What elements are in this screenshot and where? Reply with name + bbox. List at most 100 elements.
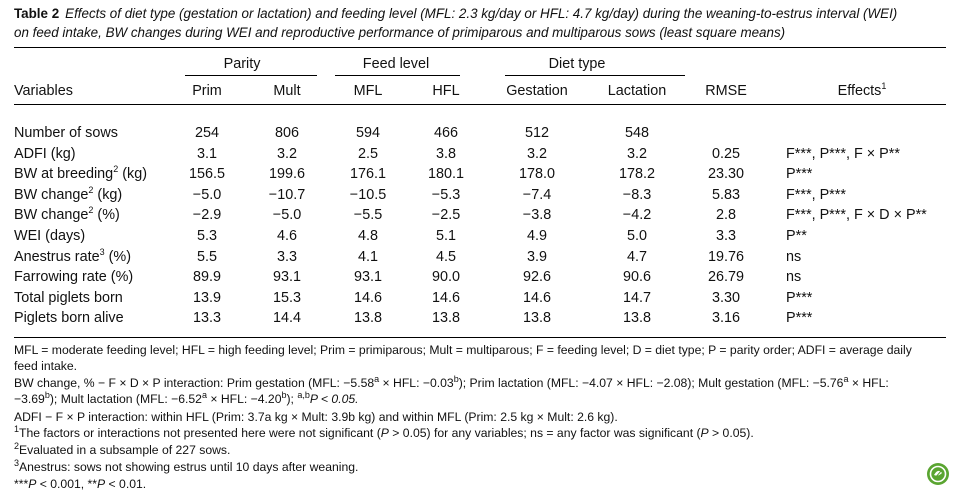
cell-gest: −3.8: [522, 207, 552, 224]
cell-lact: −4.2: [622, 207, 652, 224]
cell-mult: 3.3: [276, 248, 298, 265]
cell-gest: 4.9: [526, 228, 548, 244]
col-variables: Variables: [14, 83, 73, 99]
cell-prim: 89.9: [192, 269, 222, 286]
col-prim: Prim: [192, 83, 222, 99]
cell-rmse: 3.16: [711, 310, 741, 327]
col-hfl: HFL: [432, 83, 460, 99]
cell-mfl: −5.5: [353, 207, 383, 224]
cell-prim: 13.9: [192, 289, 222, 306]
cell-gest: −7.4: [522, 186, 552, 203]
cell-lact: 14.7: [622, 289, 652, 306]
cell-lact: 4.7: [626, 248, 648, 265]
diet-type-rule: [505, 75, 685, 76]
feed-level-rule: [335, 75, 460, 76]
group-diet-type: Diet type: [548, 56, 606, 72]
row-label: Piglets born alive: [14, 310, 124, 327]
cell-hfl: 3.8: [435, 145, 457, 162]
footnote-1: 1The factors or interactions not present…: [14, 423, 754, 440]
cell-mfl: −10.5: [349, 186, 387, 203]
col-rmse: RMSE: [705, 83, 747, 99]
cell-gest: 13.8: [522, 310, 552, 327]
footnote-bw-change: BW change, % − F × D × P interaction: Pr…: [14, 373, 889, 406]
cell-lact: 548: [624, 125, 650, 141]
top-rule: [14, 47, 946, 48]
parity-rule: [185, 75, 317, 76]
col-mult: Mult: [273, 83, 301, 99]
row-label: Total piglets born: [14, 289, 123, 306]
cell-hfl: −5.3: [431, 186, 461, 203]
cell-lact: 90.6: [622, 269, 652, 286]
cell-lact: 3.2: [626, 145, 648, 162]
row-label: ADFI (kg): [14, 145, 76, 162]
cell-prim: −5.0: [192, 186, 222, 203]
cell-rmse: 5.83: [711, 186, 741, 203]
cell-hfl: 14.6: [431, 289, 461, 306]
cell-mfl: 93.1: [353, 269, 383, 286]
row-label: WEI (days): [14, 228, 86, 244]
footnote-abbreviations: MFL = moderate feeding level; HFL = high…: [14, 343, 912, 373]
cell-effects: ns: [786, 269, 802, 286]
header-rule: [14, 104, 946, 105]
row-label: BW change2 (kg): [14, 185, 123, 203]
row-label: Number of sows: [14, 125, 118, 141]
cell-effects: F***, P***, F × P**: [786, 145, 900, 162]
cell-mult: 199.6: [268, 166, 306, 183]
cell-mult: −5.0: [272, 207, 302, 224]
col-lactation: Lactation: [607, 83, 667, 99]
cell-prim: 156.5: [188, 166, 226, 183]
group-parity: Parity: [223, 56, 261, 72]
cell-hfl: −2.5: [431, 207, 461, 224]
cell-prim: 3.1: [196, 145, 218, 162]
cell-rmse: 3.3: [715, 228, 737, 244]
col-mfl: MFL: [353, 83, 383, 99]
cell-effects: P**: [786, 228, 807, 244]
cell-effects: F***, P***, F × D × P**: [786, 207, 927, 224]
cell-lact: −8.3: [622, 186, 652, 203]
cell-hfl: 180.1: [427, 166, 465, 183]
cell-hfl: 5.1: [435, 228, 457, 244]
group-feed-level: Feed level: [362, 56, 430, 72]
col-effects: Effects1: [837, 81, 887, 99]
cell-rmse: 26.79: [707, 269, 745, 286]
cell-prim: 13.3: [192, 310, 222, 327]
row-label: BW change2 (%): [14, 205, 120, 224]
cell-mfl: 13.8: [353, 310, 383, 327]
cell-mfl: 594: [355, 125, 381, 141]
cell-prim: 5.3: [196, 228, 218, 244]
cell-mult: −10.7: [268, 186, 306, 203]
cell-mult: 4.6: [276, 228, 298, 244]
table-label: Table 2: [14, 6, 60, 21]
cell-gest: 178.0: [518, 166, 556, 183]
cell-gest: 512: [524, 125, 550, 141]
cell-hfl: 4.5: [435, 248, 457, 265]
caption-line-1: Effects of diet type (gestation or lacta…: [65, 6, 898, 21]
cell-hfl: 90.0: [431, 269, 461, 286]
caption-line-2: on feed intake, BW changes during WEI an…: [14, 25, 786, 40]
cell-hfl: 13.8: [431, 310, 461, 327]
cell-prim: 254: [194, 125, 220, 141]
table-caption: Table 2 Effects of diet type (gestation o…: [14, 4, 954, 42]
cell-lact: 178.2: [618, 166, 656, 183]
cell-mult: 14.4: [272, 310, 302, 327]
cell-mfl: 14.6: [353, 289, 383, 306]
cell-mult: 3.2: [276, 145, 298, 162]
cell-rmse: 23.30: [707, 166, 745, 183]
cell-lact: 5.0: [626, 228, 648, 244]
cell-mult: 93.1: [272, 269, 302, 286]
cell-mfl: 176.1: [349, 166, 387, 183]
cell-mult: 15.3: [272, 289, 302, 306]
footnote-3: 3Anestrus: sows not showing estrus until…: [14, 457, 359, 474]
footnote-2: 2Evaluated in a subsample of 227 sows.: [14, 440, 231, 457]
cell-effects: P***: [786, 166, 813, 183]
cell-mfl: 4.1: [357, 248, 379, 265]
row-label: Farrowing rate (%): [14, 269, 134, 286]
cell-gest: 14.6: [522, 289, 552, 306]
col-gestation: Gestation: [506, 83, 568, 99]
cell-lact: 13.8: [622, 310, 652, 327]
cell-mfl: 2.5: [357, 145, 379, 162]
journal-logo-icon: [927, 463, 949, 485]
cell-effects: F***, P***: [786, 186, 846, 203]
cell-mult: 806: [274, 125, 300, 141]
footnote-significance: ***P < 0.001, **P < 0.01.: [14, 477, 147, 491]
